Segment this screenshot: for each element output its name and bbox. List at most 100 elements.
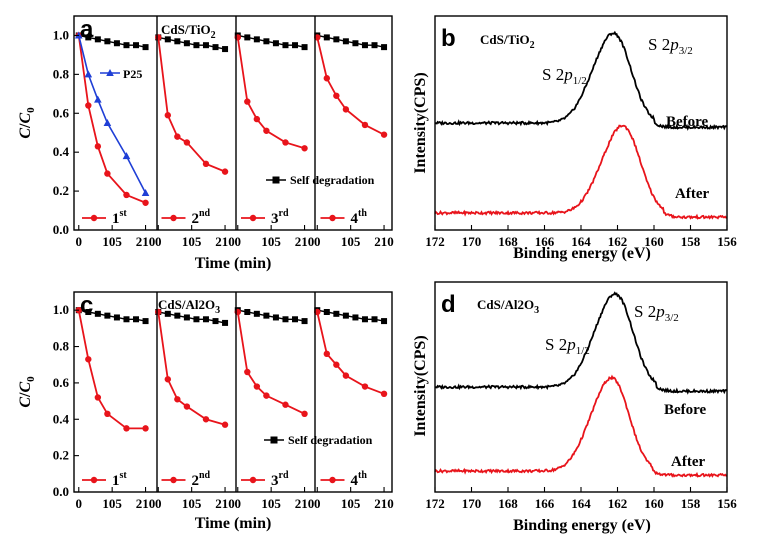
panel-c-self-point xyxy=(123,316,130,323)
panel-a-run-legend-1: 1st xyxy=(82,208,127,227)
panel-c-self-point xyxy=(222,319,229,326)
panel-a-material: CdS/TiO2 xyxy=(161,22,216,41)
panel-b-peak-label: S 2p3/2 xyxy=(648,35,693,57)
panel-d-xtick-label: 162 xyxy=(608,496,628,511)
panel-c-ylabel: C/C0 xyxy=(17,376,37,408)
panel-c-run-labels: 1st 2nd 3rd 4th xyxy=(82,470,367,489)
panel-c-self-point xyxy=(164,310,171,317)
panel-c-run-label: 4th xyxy=(351,470,368,489)
panel-a-ytick-label: 0.6 xyxy=(53,105,70,120)
panel-a-run-labels: 1st 2nd 3rd 4th xyxy=(82,208,367,227)
panel-a-self-legend-marker xyxy=(272,176,280,184)
panel-a-photo-point xyxy=(323,75,331,82)
panel-c-photo-point xyxy=(263,392,270,399)
panel-a-self-point xyxy=(183,40,190,47)
panel-c-self-point xyxy=(292,316,299,323)
panel-c-photo-point xyxy=(85,356,92,363)
panel-c-self-point xyxy=(174,312,181,319)
panel-c-run-legend-3: 3rd xyxy=(241,470,289,489)
panel-c-photo-point xyxy=(123,425,130,432)
panel-b-material: CdS/TiO2 xyxy=(480,32,535,51)
panel-b-xticks: 172 170 168 166 164 162 160 158 156 xyxy=(425,225,737,249)
panel-a-run-legend-4: 4th xyxy=(320,208,367,227)
panel-a-p25-label: P25 xyxy=(123,67,142,81)
panel-a-self-point xyxy=(212,44,219,51)
panel-c-self-point xyxy=(323,309,330,315)
panel-a-xtick-label: 0 xyxy=(76,234,83,249)
panel-a-self-point xyxy=(222,46,229,53)
panel-a-self-point xyxy=(94,36,101,43)
panel-a-photo-point xyxy=(244,98,251,105)
panel-d-xtick-label: 160 xyxy=(644,496,664,511)
panel-a-xticks: 0 105 210 0 105 210 0 105 210 0 105 210 xyxy=(76,225,394,249)
panel-a-self-point xyxy=(133,42,140,49)
panel-d-after-label: After xyxy=(671,454,705,470)
panel-a-photo-point xyxy=(221,168,229,175)
panel-c-photo-point xyxy=(202,416,210,423)
panel-a-self-point xyxy=(123,42,130,49)
panel-a-p25-point xyxy=(122,152,131,160)
panel-a-photo-point xyxy=(202,160,210,168)
panel-a-self-point xyxy=(85,34,92,41)
panel-b-xlabel: Binding energy (eV) xyxy=(513,245,651,262)
panel-a-ytick-label: 0.8 xyxy=(53,66,70,81)
panel-a-self-point xyxy=(244,34,251,41)
panel-c-ytick-label: 0.6 xyxy=(53,375,70,390)
panel-b: b CdS/TiO2 S 2p1/2 S 2p3/2 Before After 1… xyxy=(412,15,737,262)
panel-c-photo-point xyxy=(104,410,111,418)
panel-d-xtick-label: 164 xyxy=(571,496,591,511)
panel-c-ytick-label: 0.4 xyxy=(53,411,70,426)
panel-a-frame xyxy=(73,15,393,231)
panel-d-letter: d xyxy=(441,291,456,318)
panel-a-self-point xyxy=(174,38,181,45)
panel-c-photo-point xyxy=(174,396,181,403)
panel-c-xtick-label: 210 xyxy=(215,496,235,511)
panel-a-self-point xyxy=(342,38,349,45)
panel-a-photo-point xyxy=(380,131,388,138)
panel-c-photo-point xyxy=(361,383,369,390)
panel-c-photo-line-4 xyxy=(316,311,385,395)
panel-a-run-legend-marker xyxy=(249,214,257,222)
panel-c-self-point xyxy=(202,316,209,323)
panel-a-photo-point xyxy=(104,170,111,177)
panel-c-self-point xyxy=(104,312,111,319)
panel-c-self-legend-text: Self degradation xyxy=(288,433,373,447)
panel-c-self-point xyxy=(212,318,219,325)
panel-c-run-label: 3rd xyxy=(271,470,289,489)
panel-a-run-legend-marker xyxy=(329,214,336,222)
panel-c-xtick-label: 0 xyxy=(235,496,242,511)
panel-a-photo-point xyxy=(85,102,92,109)
panel-a-self-point xyxy=(381,44,388,51)
panel-a-p25-point xyxy=(141,189,150,197)
panel-a-photo-line-2 xyxy=(157,37,226,173)
panel-c-yticks: 0.0 0.2 0.4 0.6 0.8 1.0 xyxy=(53,302,79,499)
panel-d-xtick-label: 168 xyxy=(498,496,518,511)
panel-a-photo-point xyxy=(301,145,308,152)
panel-a-self-point xyxy=(164,36,171,43)
panel-c-self-point xyxy=(342,312,349,319)
panel-c-self-legend-marker xyxy=(270,436,278,444)
panel-c-run-legend-2: 2nd xyxy=(161,470,211,489)
panel-c-photo-point xyxy=(323,350,331,358)
panel-c-self-point xyxy=(133,316,140,323)
panel-c-letter: c xyxy=(80,292,93,319)
panel-c-self-point xyxy=(142,318,149,325)
panel-c-self-point xyxy=(263,312,270,319)
panel-c-ytick-label: 1.0 xyxy=(53,302,69,317)
panel-a-p25-legend-marker xyxy=(106,69,114,76)
panel-c-self-point xyxy=(94,310,101,317)
panel-a-xtick-label: 0 xyxy=(235,234,242,249)
panel-b-peak-labels: S 2p1/2 S 2p3/2 xyxy=(542,35,693,87)
panel-c-xtick-label: 0 xyxy=(76,496,83,511)
panel-d-series-before xyxy=(434,291,728,395)
panel-c-material: CdS/Al2O3 xyxy=(158,297,220,316)
panel-d: d CdS/Al2O3 S 2p1/2S 2p3/2 Before After … xyxy=(412,281,737,534)
panel-c-photo-point xyxy=(380,390,388,398)
panel-a-photo-point xyxy=(253,115,261,123)
panel-a-xtick-label: 105 xyxy=(341,234,361,249)
panel-d-before-label: Before xyxy=(664,402,707,418)
panel-d-xlabel: Binding energy (eV) xyxy=(513,517,651,534)
panel-c-photo-point xyxy=(282,401,289,408)
panel-c-run-legend-1: 1st xyxy=(82,470,127,489)
panel-c-self-point xyxy=(244,309,251,315)
